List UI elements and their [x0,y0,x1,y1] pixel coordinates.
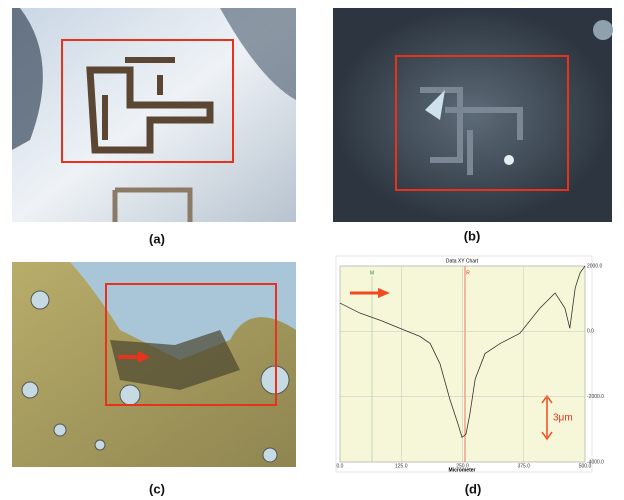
chart-title: Data XY Chart [446,258,479,264]
photo-b [333,8,613,222]
figure: (a) (b) (c) (d) Data XY Chart Micrometer… [0,0,624,500]
cursor-label: M [370,270,374,276]
photo-a [12,8,296,222]
y-tick-label: -2000.0 [587,394,604,400]
y-tick-label: -4000.0 [587,459,604,465]
panel-label: (d) [465,481,482,496]
x-tick-label: 0.0 [337,463,344,469]
x-tick-label: 125.0 [395,463,408,469]
x-tick-label: 375.0 [517,463,530,469]
photo-c [12,262,296,467]
y-tick-label: 2000.0 [587,263,603,269]
scale-label: 3μm [553,413,573,424]
panel-label: (b) [464,228,481,243]
x-tick-label: 250.0 [456,463,469,469]
y-tick-label: 0.0 [587,329,594,335]
panel-label: (a) [149,231,165,246]
cursor-label: R [466,270,470,276]
panel-label: (c) [149,481,165,496]
